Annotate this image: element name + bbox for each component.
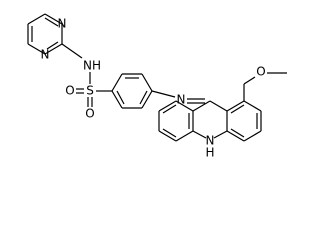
atom-label: O: [85, 107, 94, 121]
atom-label: N: [41, 48, 50, 62]
atom-label: O: [256, 65, 265, 79]
bonds: [27, 13, 287, 142]
atom-labels: N N NH S O O N O N H: [41, 17, 266, 160]
atom-label: S: [86, 84, 94, 98]
atom-label: O: [65, 84, 74, 98]
atom-label: H: [205, 146, 214, 160]
atom-label: N: [206, 134, 215, 148]
atom-label: N: [58, 17, 67, 31]
molecule-diagram: N N NH S O O N O N H: [27, 13, 287, 160]
atom-label: NH: [83, 59, 101, 73]
atom-label: N: [177, 93, 186, 107]
